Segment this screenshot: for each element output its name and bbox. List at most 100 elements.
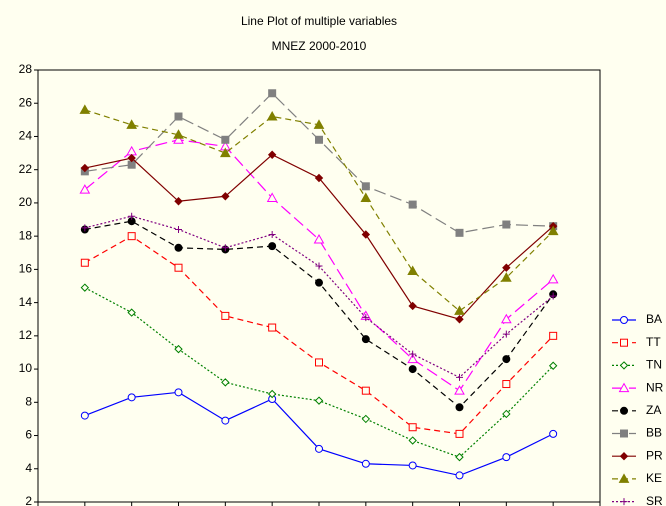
marker	[314, 396, 324, 405]
marker	[455, 228, 464, 237]
marker	[268, 242, 277, 251]
marker	[80, 258, 89, 267]
marker	[618, 382, 630, 393]
marker	[549, 331, 558, 340]
legend-label: TT	[646, 335, 661, 349]
y-tick-label: 26	[19, 95, 33, 109]
marker	[221, 192, 230, 201]
marker	[502, 453, 511, 462]
marker	[315, 135, 323, 144]
marker	[409, 350, 417, 358]
marker	[81, 224, 89, 232]
series	[80, 283, 558, 462]
series	[80, 232, 558, 438]
chart-title: Line Plot of multiple variables	[241, 14, 397, 28]
marker	[618, 473, 630, 483]
marker	[174, 243, 183, 252]
marker	[128, 212, 136, 220]
series	[79, 134, 559, 395]
marker	[313, 119, 325, 129]
marker	[620, 498, 628, 506]
series	[79, 104, 559, 315]
y-tick-label: 6	[25, 428, 32, 442]
marker	[547, 225, 559, 236]
marker	[620, 316, 628, 324]
series	[81, 212, 557, 381]
y-tick-label: 24	[19, 129, 33, 143]
y-tick-label: 16	[19, 262, 33, 276]
y-tick-label: 4	[25, 461, 32, 475]
marker	[361, 230, 371, 239]
y-tick-label: 28	[19, 62, 33, 76]
marker	[500, 272, 512, 282]
marker	[619, 361, 629, 370]
marker	[221, 416, 230, 425]
marker	[127, 393, 136, 402]
marker	[502, 220, 511, 229]
marker	[456, 373, 463, 381]
marker	[502, 409, 511, 419]
series	[80, 89, 558, 237]
chart-subtitle: MNEZ 2000-2010	[272, 39, 367, 53]
marker	[266, 192, 278, 202]
marker	[454, 385, 465, 395]
marker	[455, 452, 464, 462]
marker	[266, 111, 278, 121]
series	[80, 388, 558, 480]
marker	[502, 330, 510, 338]
marker	[173, 134, 184, 144]
marker	[80, 283, 90, 292]
marker	[620, 338, 628, 347]
marker	[268, 230, 276, 238]
marker	[268, 89, 277, 98]
marker	[126, 119, 138, 129]
marker	[79, 104, 91, 114]
marker	[407, 265, 419, 276]
line	[84, 139, 554, 392]
legend-label: PR	[646, 448, 663, 462]
marker	[619, 451, 629, 461]
legend-label: ZA	[646, 403, 661, 417]
marker	[221, 244, 229, 252]
marker	[620, 406, 628, 415]
marker	[268, 323, 277, 332]
y-tick-label: 22	[19, 162, 33, 176]
marker	[315, 444, 323, 453]
marker	[361, 182, 370, 191]
marker	[174, 344, 183, 354]
y-tick-label: 10	[19, 361, 33, 375]
marker	[500, 313, 512, 324]
series	[80, 150, 558, 324]
y-tick-label: 18	[19, 228, 33, 242]
marker	[549, 292, 557, 300]
marker	[221, 311, 230, 320]
marker	[315, 358, 323, 367]
marker	[549, 429, 558, 438]
marker	[219, 147, 231, 158]
marker	[267, 150, 277, 159]
marker	[455, 403, 464, 412]
marker	[547, 273, 559, 284]
y-tick-label: 20	[19, 195, 33, 209]
marker	[314, 173, 324, 183]
marker	[174, 263, 183, 272]
y-tick-label: 14	[19, 295, 33, 309]
marker	[80, 411, 89, 420]
y-tick-label: 12	[19, 328, 33, 342]
marker	[408, 200, 417, 209]
marker	[174, 388, 183, 397]
marker	[80, 163, 90, 173]
marker	[408, 301, 417, 311]
marker	[408, 365, 417, 374]
marker	[502, 355, 511, 364]
y-tick-label: 8	[25, 394, 32, 408]
marker	[127, 232, 136, 241]
marker	[361, 459, 370, 468]
marker	[455, 315, 464, 324]
legend-label: BB	[646, 426, 662, 440]
marker	[174, 112, 183, 121]
marker	[548, 361, 558, 370]
marker	[221, 135, 230, 144]
marker	[315, 278, 323, 287]
